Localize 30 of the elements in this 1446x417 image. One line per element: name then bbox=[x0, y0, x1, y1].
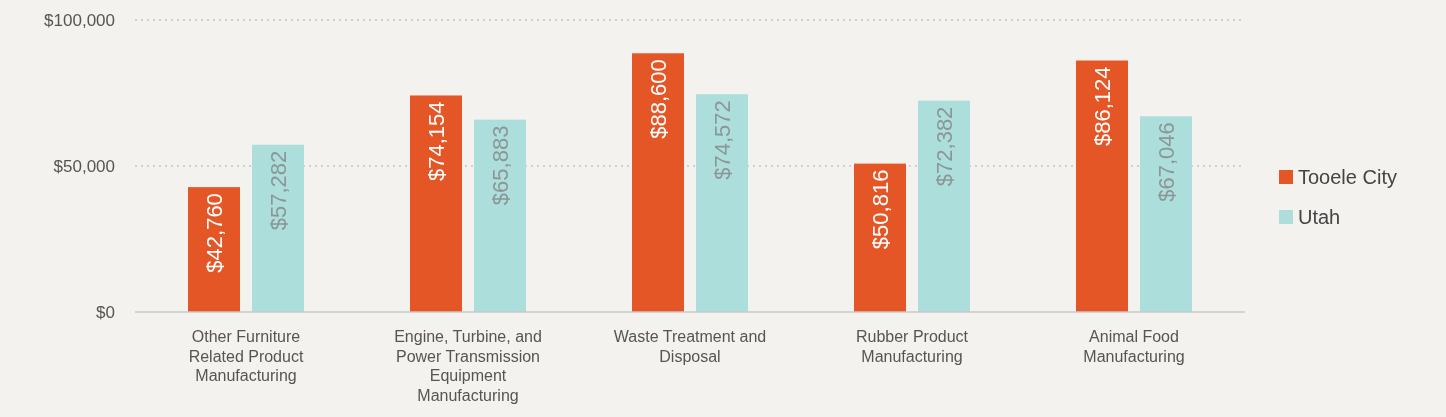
data-label: $50,816 bbox=[868, 169, 893, 250]
bar bbox=[410, 95, 462, 312]
bar bbox=[474, 119, 526, 312]
y-tick-label: $50,000 bbox=[53, 156, 115, 176]
bar bbox=[188, 187, 240, 312]
x-tick-label: Animal Food Manufacturing bbox=[1083, 328, 1185, 365]
data-label: $74,572 bbox=[710, 100, 735, 180]
data-label: $57,282 bbox=[266, 150, 291, 231]
legend-label: Utah bbox=[1298, 206, 1341, 228]
bar bbox=[1140, 116, 1192, 312]
data-label: $88,600 bbox=[646, 59, 671, 139]
bar bbox=[632, 53, 684, 312]
data-label: $74,154 bbox=[424, 101, 449, 181]
data-label: $86,124 bbox=[1090, 66, 1115, 147]
data-label: $42,760 bbox=[202, 193, 227, 273]
data-label: $67,046 bbox=[1154, 122, 1179, 202]
y-tick-label: $0 bbox=[96, 302, 115, 322]
bar bbox=[696, 94, 748, 312]
x-tick-label: Rubber Product Manufacturing bbox=[855, 328, 969, 365]
data-label: $72,382 bbox=[932, 106, 957, 187]
bar bbox=[252, 144, 304, 312]
legend-label: Tooele City bbox=[1298, 166, 1397, 188]
x-tick-label: Waste Treatment and Disposal bbox=[613, 328, 767, 365]
x-tick-label: Engine, Turbine, and Power Transmission Equipment Manufacturing bbox=[394, 328, 542, 404]
bar bbox=[1076, 60, 1128, 312]
x-tick-label: Other Furniture Related Product Manufacturing bbox=[188, 328, 304, 384]
bar bbox=[854, 163, 906, 312]
data-label: $65,883 bbox=[488, 125, 513, 206]
y-tick-label: $100,000 bbox=[44, 10, 115, 30]
bar bbox=[918, 100, 970, 312]
